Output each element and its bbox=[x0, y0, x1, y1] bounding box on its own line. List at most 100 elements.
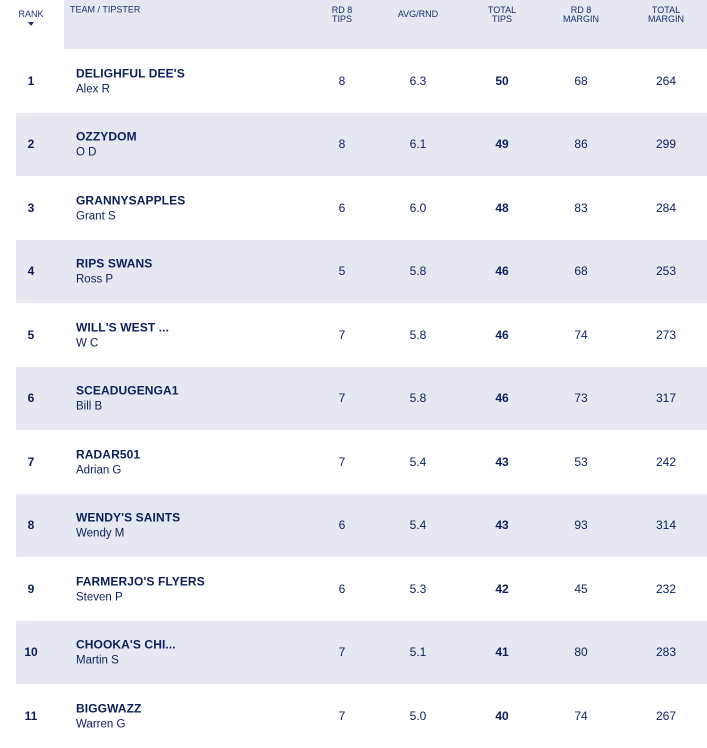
rd8-tips-value: 7 bbox=[338, 391, 346, 406]
rd8-margin-value: 53 bbox=[574, 454, 588, 469]
rd8-margin-value: 68 bbox=[574, 73, 588, 88]
team-cell[interactable]: RIPS SWANS Ross P bbox=[76, 257, 152, 286]
team-name[interactable]: SCEADUGENGA1 bbox=[76, 383, 179, 398]
rd8-margin-value: 74 bbox=[574, 327, 588, 342]
avg-value: 5.8 bbox=[409, 327, 427, 342]
total-margin-header-line1: TOTAL bbox=[651, 5, 681, 15]
total-margin-value: 273 bbox=[655, 327, 677, 342]
team-name[interactable]: CHOOKA'S CHI... bbox=[76, 637, 176, 652]
table-row[interactable]: 1 DELIGHFUL DEE'S Alex R 8 6.3 50 68 264 bbox=[0, 49, 707, 113]
total-margin-value: 253 bbox=[655, 264, 677, 279]
team-name[interactable]: FARMERJO'S FLYERS bbox=[76, 574, 205, 589]
header-bg bbox=[64, 0, 707, 49]
tipster-name: Bill B bbox=[76, 400, 103, 413]
rd8-margin-value: 86 bbox=[574, 137, 588, 152]
rd8-tips-header-line2: TIPS bbox=[331, 14, 352, 24]
avg-column-header[interactable]: AVG/RND bbox=[397, 9, 439, 19]
table-row[interactable]: 11 BIGGWAZZ Warren G 7 5.0 40 74 267 bbox=[0, 684, 707, 748]
total-tips-column-header[interactable]: TOTAL TIPS bbox=[472, 6, 532, 24]
table-row[interactable]: 8 WENDY'S SAINTS Wendy M 6 5.4 43 93 314 bbox=[16, 493, 707, 557]
avg-value: 5.1 bbox=[409, 645, 427, 660]
tipster-name: Martin S bbox=[76, 654, 119, 667]
total-margin-value: 232 bbox=[655, 581, 677, 596]
rd8-margin-value: 80 bbox=[574, 645, 588, 660]
team-cell[interactable]: RADAR501 Adrian G bbox=[76, 447, 140, 476]
table-header: RANK TEAM / TIPSTER RD 8 TIPS AVG/RND TO… bbox=[0, 0, 707, 49]
team-name[interactable]: OZZYDOM bbox=[76, 129, 137, 144]
rd8-tips-value: 7 bbox=[338, 327, 346, 342]
team-name[interactable]: RADAR501 bbox=[76, 447, 141, 462]
rd8-tips-header-line1: RD 8 bbox=[331, 5, 353, 15]
total-tips-value: 43 bbox=[495, 518, 509, 533]
tipster-name: Alex R bbox=[76, 83, 110, 96]
rd8-margin-column-header[interactable]: RD 8 MARGIN bbox=[551, 6, 611, 24]
table-row[interactable]: 4 RIPS SWANS Ross P 5 5.8 46 68 253 bbox=[16, 239, 707, 303]
table-row[interactable]: 2 OZZYDOM O D 8 6.1 49 86 299 bbox=[16, 112, 707, 176]
team-name[interactable]: WENDY'S SAINTS bbox=[76, 510, 181, 525]
rd8-tips-value: 6 bbox=[338, 200, 346, 215]
team-cell[interactable]: WENDY'S SAINTS Wendy M bbox=[76, 511, 180, 540]
team-name[interactable]: WILL'S WEST ... bbox=[76, 320, 170, 335]
total-tips-value: 42 bbox=[495, 581, 509, 596]
total-margin-value: 314 bbox=[655, 518, 677, 533]
table-row[interactable]: 6 SCEADUGENGA1 Bill B 7 5.8 46 73 317 bbox=[16, 366, 707, 430]
team-cell[interactable]: BIGGWAZZ Warren G bbox=[76, 701, 141, 730]
rd8-tips-column-header[interactable]: RD 8 TIPS bbox=[312, 6, 372, 24]
rank-value: 10 bbox=[24, 645, 38, 660]
table-row[interactable]: 3 GRANNYSAPPLES Grant S 6 6.0 48 83 284 bbox=[0, 176, 707, 240]
team-column-header[interactable]: TEAM / TIPSTER bbox=[70, 4, 141, 15]
avg-value: 5.3 bbox=[409, 581, 427, 596]
rd8-margin-value: 68 bbox=[574, 264, 588, 279]
team-name[interactable]: DELIGHFUL DEE'S bbox=[76, 66, 185, 81]
team-name[interactable]: RIPS SWANS bbox=[76, 256, 153, 271]
table-row[interactable]: 10 CHOOKA'S CHI... Martin S 7 5.1 41 80 283 bbox=[16, 620, 707, 684]
team-cell[interactable]: GRANNYSAPPLES Grant S bbox=[76, 193, 185, 222]
table-row[interactable]: 7 RADAR501 Adrian G 7 5.4 43 53 242 bbox=[0, 430, 707, 494]
table-row[interactable]: 5 WILL'S WEST ... W C 7 5.8 46 74 273 bbox=[0, 303, 707, 367]
table-body: 1 DELIGHFUL DEE'S Alex R 8 6.3 50 68 264 2 OZZYDO… bbox=[0, 49, 707, 748]
team-name[interactable]: GRANNYSAPPLES bbox=[76, 193, 186, 208]
team-cell[interactable]: OZZYDOM O D bbox=[76, 130, 137, 159]
rank-value: 8 bbox=[27, 518, 35, 533]
total-margin-value: 283 bbox=[655, 645, 677, 660]
total-tips-value: 43 bbox=[495, 454, 509, 469]
total-margin-column-header[interactable]: TOTAL MARGIN bbox=[636, 6, 696, 24]
sort-down-icon bbox=[28, 22, 34, 26]
team-cell[interactable]: DELIGHFUL DEE'S Alex R bbox=[76, 66, 185, 95]
avg-value: 5.8 bbox=[409, 264, 427, 279]
rd8-tips-value: 6 bbox=[338, 518, 346, 533]
total-tips-value: 49 bbox=[495, 137, 509, 152]
rank-column-header[interactable]: RANK bbox=[0, 10, 62, 26]
total-margin-header-line2: MARGIN bbox=[648, 14, 684, 24]
team-cell[interactable]: CHOOKA'S CHI... Martin S bbox=[76, 638, 176, 667]
total-margin-value: 284 bbox=[655, 200, 677, 215]
rd8-tips-value: 8 bbox=[338, 137, 346, 152]
team-cell[interactable]: WILL'S WEST ... W C bbox=[76, 320, 169, 349]
rank-value: 2 bbox=[27, 137, 35, 152]
rank-value: 4 bbox=[27, 264, 35, 279]
total-tips-value: 41 bbox=[495, 645, 509, 660]
total-margin-value: 267 bbox=[655, 708, 677, 723]
rd8-tips-value: 7 bbox=[338, 454, 346, 469]
team-cell[interactable]: FARMERJO'S FLYERS Steven P bbox=[76, 574, 205, 603]
rd8-margin-value: 74 bbox=[574, 708, 588, 723]
tipster-name: Steven P bbox=[76, 591, 123, 604]
rd8-margin-value: 83 bbox=[574, 200, 588, 215]
table-row[interactable]: 9 FARMERJO'S FLYERS Steven P 6 5.3 42 45 232 bbox=[0, 557, 707, 621]
avg-value: 5.0 bbox=[409, 708, 427, 723]
tipster-name: Ross P bbox=[76, 273, 114, 286]
rd8-margin-value: 45 bbox=[574, 581, 588, 596]
avg-value: 6.3 bbox=[409, 73, 427, 88]
tipster-name: Wendy M bbox=[76, 527, 125, 540]
team-name[interactable]: BIGGWAZZ bbox=[76, 701, 142, 716]
total-margin-value: 299 bbox=[655, 137, 677, 152]
rank-value: 7 bbox=[27, 454, 35, 469]
total-tips-value: 40 bbox=[495, 708, 509, 723]
rd8-tips-value: 7 bbox=[338, 708, 346, 723]
team-cell[interactable]: SCEADUGENGA1 Bill B bbox=[76, 384, 179, 413]
tipster-name: W C bbox=[76, 337, 99, 350]
rank-header-label: RANK bbox=[18, 9, 44, 19]
total-tips-header-line1: TOTAL bbox=[487, 5, 517, 15]
rd8-tips-value: 6 bbox=[338, 581, 346, 596]
tipster-name: Warren G bbox=[76, 718, 126, 731]
